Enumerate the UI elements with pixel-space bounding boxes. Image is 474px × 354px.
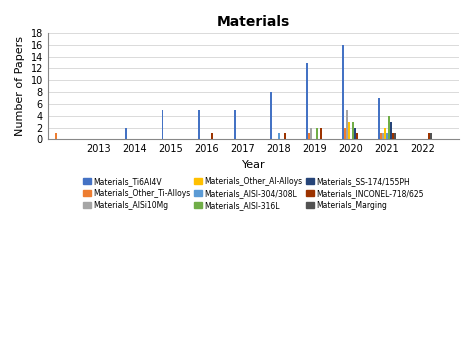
Bar — [308, 133, 310, 139]
Bar — [388, 116, 390, 139]
Bar — [380, 133, 382, 139]
Bar — [278, 133, 280, 139]
Bar — [430, 133, 432, 139]
Title: Materials: Materials — [217, 15, 290, 29]
Y-axis label: Number of Papers: Number of Papers — [15, 36, 25, 136]
Bar — [386, 133, 388, 139]
Bar — [384, 127, 386, 139]
Bar — [352, 122, 354, 139]
Bar — [55, 133, 57, 139]
Bar — [390, 122, 392, 139]
X-axis label: Year: Year — [242, 160, 265, 170]
Bar — [378, 98, 380, 139]
Bar — [342, 45, 344, 139]
Bar — [270, 92, 272, 139]
Bar — [346, 110, 348, 139]
Bar — [162, 110, 164, 139]
Bar — [310, 127, 312, 139]
Bar — [211, 133, 213, 139]
Bar — [319, 127, 322, 139]
Bar — [382, 133, 384, 139]
Bar — [316, 127, 318, 139]
Bar — [306, 63, 308, 139]
Bar — [428, 133, 430, 139]
Bar — [348, 122, 350, 139]
Bar — [283, 133, 286, 139]
Bar — [126, 127, 128, 139]
Bar — [354, 127, 356, 139]
Bar — [356, 133, 358, 139]
Bar — [234, 110, 236, 139]
Bar — [344, 127, 346, 139]
Bar — [392, 133, 394, 139]
Legend: Materials_Ti6Al4V, Materials_Other_Ti-Alloys, Materials_AlSi10Mg, Materials_Othe: Materials_Ti6Al4V, Materials_Other_Ti-Al… — [82, 175, 425, 211]
Bar — [394, 133, 396, 139]
Bar — [198, 110, 200, 139]
